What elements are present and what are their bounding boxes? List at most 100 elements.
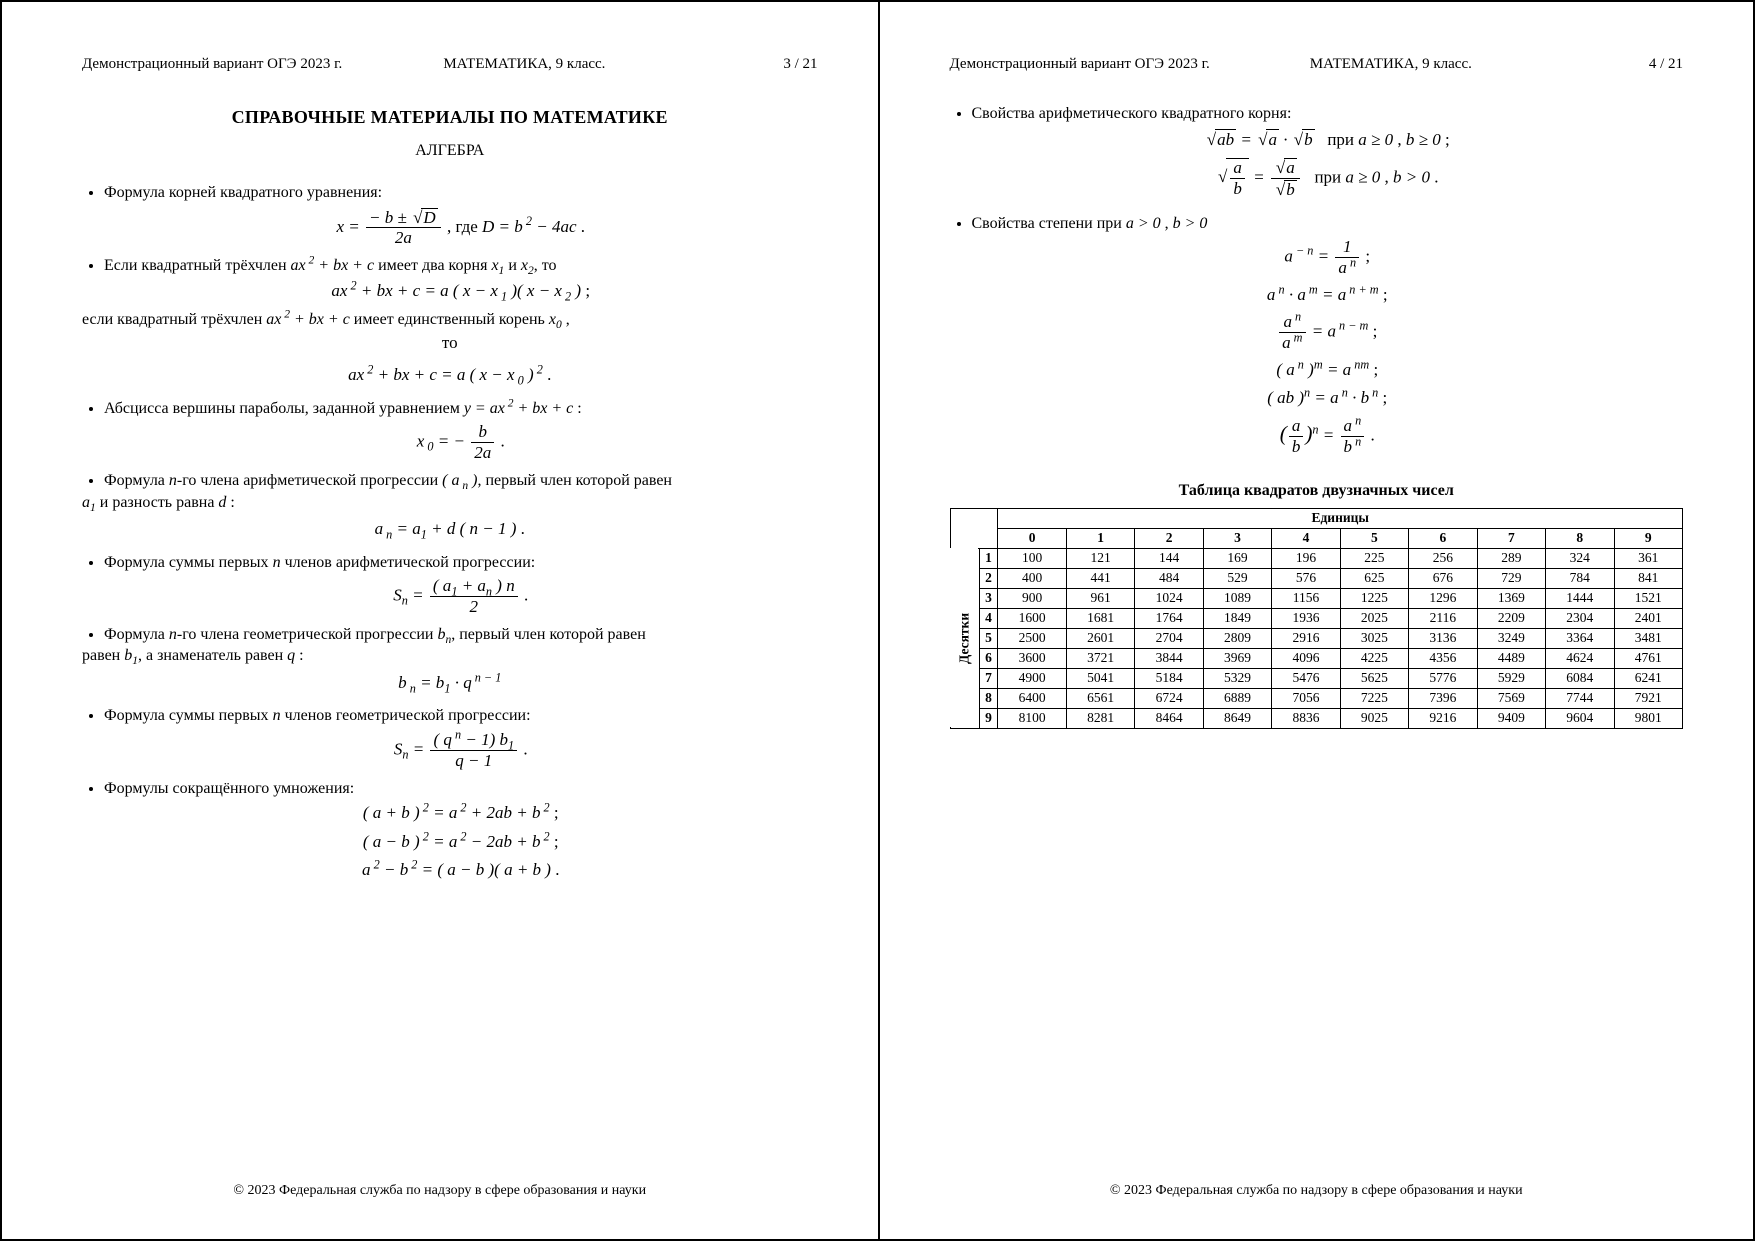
formula: (ab)n = a nb n . — [972, 417, 1684, 456]
squares-table: Единицы 0123456789 Десятки11001211441691… — [950, 508, 1684, 729]
cell: 400 — [998, 568, 1066, 588]
cell: 2116 — [1409, 608, 1477, 628]
cell: 961 — [1066, 588, 1134, 608]
cell: 441 — [1066, 568, 1134, 588]
bullet-item: Формула суммы первых n членов геометриче… — [104, 705, 818, 769]
table-row: 7490050415184532954765625577659296084624… — [950, 668, 1683, 688]
formula: Sn = ( a1 + an ) n2 . — [104, 577, 818, 616]
formula: ( a + b ) 2 = a 2 + 2ab + b 2 ; — [104, 803, 818, 823]
cell: 5929 — [1477, 668, 1545, 688]
cell: 4624 — [1546, 648, 1614, 668]
cell: 3364 — [1546, 628, 1614, 648]
cell: 6400 — [998, 688, 1066, 708]
text: имеет два корня — [378, 257, 487, 274]
bullet-list: Формула суммы первых n членов геометриче… — [82, 701, 818, 888]
cell: 1225 — [1340, 588, 1408, 608]
cell: 5625 — [1340, 668, 1408, 688]
cell: 5776 — [1409, 668, 1477, 688]
text: Формула корней квадратного уравнения: — [104, 184, 382, 201]
cell: 8281 — [1066, 708, 1134, 728]
cell: 784 — [1546, 568, 1614, 588]
cell: 3721 — [1066, 648, 1134, 668]
cell: 6241 — [1614, 668, 1682, 688]
row-head: 5 — [979, 628, 998, 648]
col-head: 8 — [1546, 528, 1614, 548]
cell: 5476 — [1272, 668, 1340, 688]
corner-cell — [950, 508, 998, 548]
cell: 4225 — [1340, 648, 1408, 668]
cell: 144 — [1135, 548, 1203, 568]
row-head: 4 — [979, 608, 998, 628]
bullet-item: Формула корней квадратного уравнения: x … — [104, 182, 818, 247]
text: Свойства степени при — [972, 215, 1122, 232]
cell: 256 — [1409, 548, 1477, 568]
cell: 4489 — [1477, 648, 1545, 668]
cell: 3025 — [1340, 628, 1408, 648]
cell: 2304 — [1546, 608, 1614, 628]
cell: 1764 — [1135, 608, 1203, 628]
formula: ( a − b ) 2 = a 2 − 2ab + b 2 ; — [104, 832, 818, 852]
cell: 7396 — [1409, 688, 1477, 708]
col-head: 7 — [1477, 528, 1545, 548]
cell: 2025 — [1340, 608, 1408, 628]
text: Формула — [104, 626, 169, 643]
cell: 6724 — [1135, 688, 1203, 708]
text: если квадратный трёхчлен — [82, 311, 262, 328]
cell: 361 — [1614, 548, 1682, 568]
text: Если квадратный трёхчлен — [104, 257, 287, 274]
cell: 3481 — [1614, 628, 1682, 648]
paragraph: a1 и разность равна d : — [82, 492, 818, 514]
text: , первый член которой равен — [451, 626, 646, 643]
cell: 4096 — [1272, 648, 1340, 668]
formula: ab = a · b при a ≥ 0 , b ≥ 0 ; — [972, 129, 1684, 150]
cell: 8836 — [1272, 708, 1340, 728]
formula: ( ab )n = a n · b n ; — [972, 388, 1684, 408]
col-head: 6 — [1409, 528, 1477, 548]
cell: 841 — [1614, 568, 1682, 588]
spread: Демонстрационный вариант ОГЭ 2023 г. МАТ… — [0, 0, 1755, 1241]
cell: 7225 — [1340, 688, 1408, 708]
text: , а знаменатель равен — [138, 647, 283, 664]
col-head: 2 — [1135, 528, 1203, 548]
cell: 2809 — [1203, 628, 1271, 648]
header-left: Демонстрационный вариант ОГЭ 2023 г. — [950, 56, 1310, 73]
cell: 900 — [998, 588, 1066, 608]
cell: 289 — [1477, 548, 1545, 568]
formula: a n = a1 + d ( n − 1 ) . — [82, 519, 818, 539]
formula: b n = b1 · q n − 1 — [82, 673, 818, 693]
table-row: 6360037213844396940964225435644894624476… — [950, 648, 1683, 668]
cell: 7569 — [1477, 688, 1545, 708]
cell: 1369 — [1477, 588, 1545, 608]
cell: 121 — [1066, 548, 1134, 568]
cell: 1296 — [1409, 588, 1477, 608]
page-number: 4 / 21 — [1623, 56, 1683, 73]
cell: 4356 — [1409, 648, 1477, 668]
text: , первый член которой равен — [477, 472, 672, 489]
table-row: 5250026012704280929163025313632493364348… — [950, 628, 1683, 648]
formula: x 0 = − b2a . — [104, 423, 818, 462]
formula: ax 2 + bx + c = a ( x − x 1 )( x − x 2 )… — [104, 281, 818, 301]
col-head: 1 — [1066, 528, 1134, 548]
cell: 6889 — [1203, 688, 1271, 708]
cell: 1936 — [1272, 608, 1340, 628]
footer: © 2023 Федеральная служба по надзору в с… — [880, 1183, 1754, 1199]
row-head: 1 — [979, 548, 998, 568]
cell: 8100 — [998, 708, 1066, 728]
row-head: 3 — [979, 588, 998, 608]
formula: ax 2 + bx + c = a ( x − x 0 ) 2 . — [82, 365, 818, 385]
cell: 729 — [1477, 568, 1545, 588]
row-head: 2 — [979, 568, 998, 588]
bullet-item: Свойства арифметического квадратного кор… — [972, 103, 1684, 199]
col-head: 0 — [998, 528, 1066, 548]
cell: 7056 — [1272, 688, 1340, 708]
cell: 484 — [1135, 568, 1203, 588]
cell: 3136 — [1409, 628, 1477, 648]
formula: ( a n )m = a nm ; — [972, 360, 1684, 380]
formula: x = − b ± D2a , где D = b 2 − 4ac . — [104, 208, 818, 248]
col-group-head: Единицы — [998, 508, 1683, 528]
table-row: 2400441484529576625676729784841 — [950, 568, 1683, 588]
cell: 2500 — [998, 628, 1066, 648]
cell: 9216 — [1409, 708, 1477, 728]
col-head: 4 — [1272, 528, 1340, 548]
cell: 9409 — [1477, 708, 1545, 728]
